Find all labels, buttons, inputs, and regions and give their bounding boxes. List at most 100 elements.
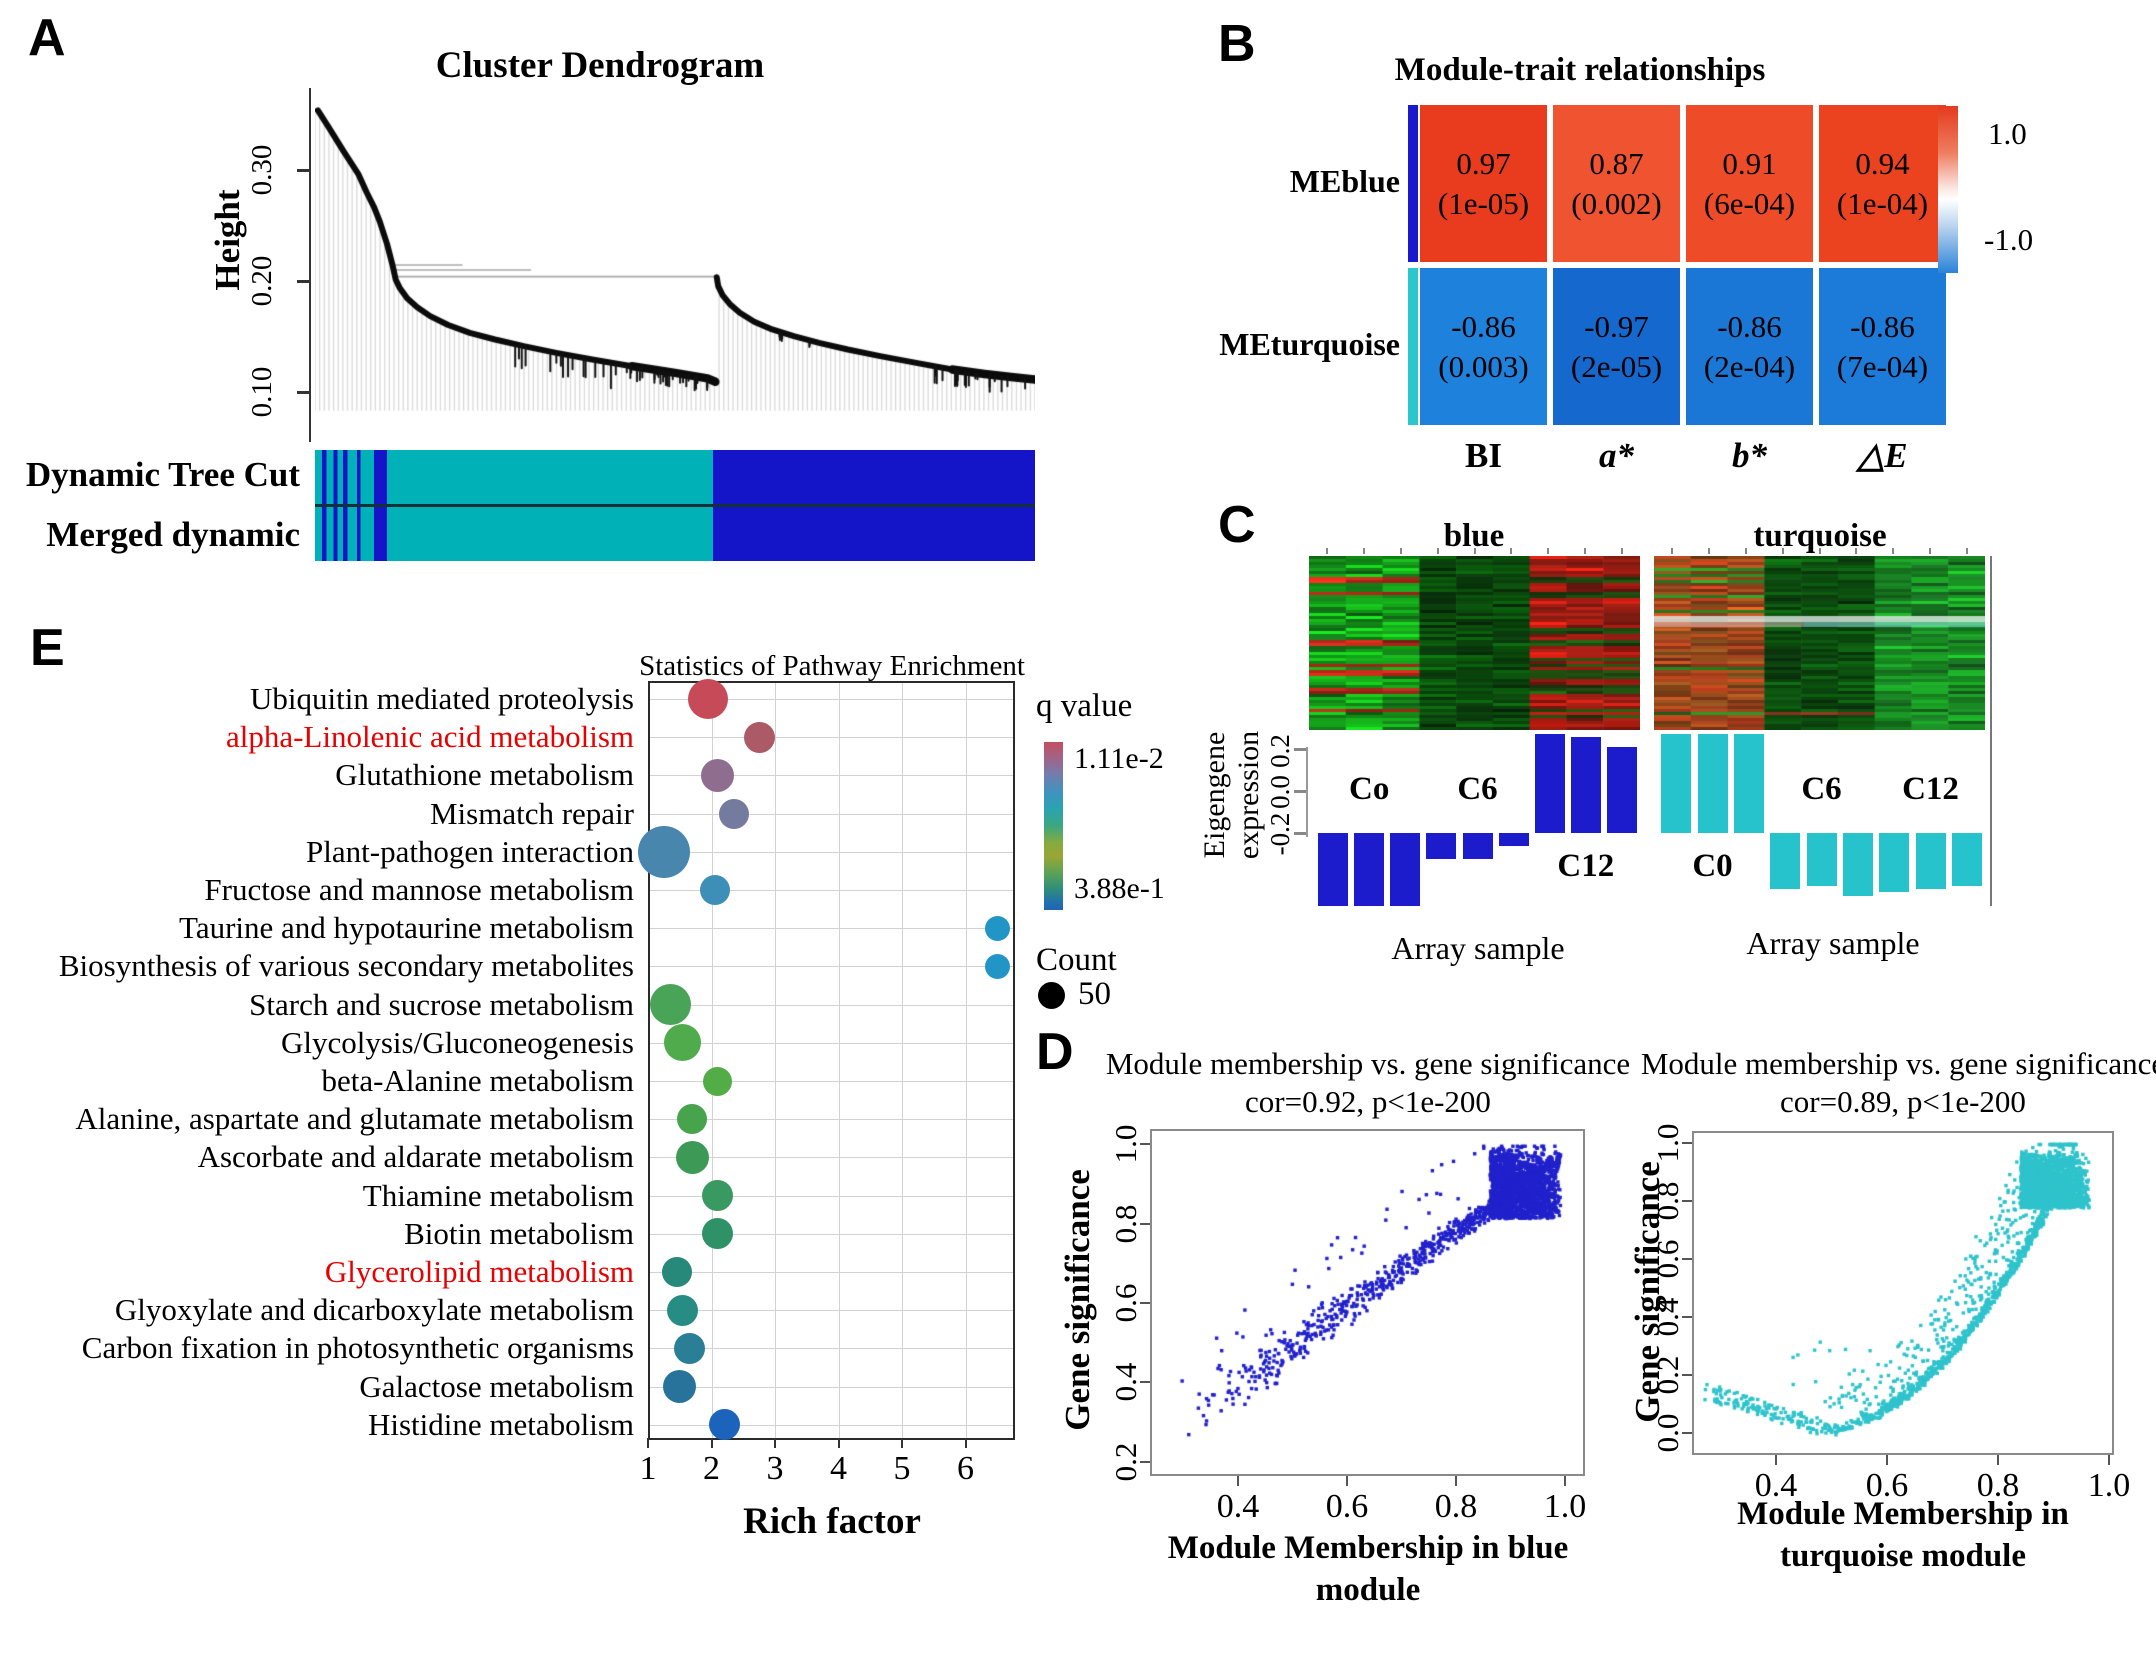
pathway-bubble-18 xyxy=(673,1332,705,1364)
trait-cell-text: 0.87 xyxy=(1589,145,1644,181)
merged-dynamic-colorbar xyxy=(315,507,1035,561)
scatter-blue-canvas xyxy=(1152,1131,1583,1474)
trait-cell-text: (6e-04) xyxy=(1703,185,1796,221)
scatter-turquoise-x-label-2: turquoise module xyxy=(1779,1538,2027,1574)
array-sample-label-turquoise: Array sample xyxy=(1746,925,1920,961)
trait-cell-text: -0.86 xyxy=(1451,308,1516,344)
rich-factor-tick-mark xyxy=(647,1438,649,1448)
trait-cell-text: -0.86 xyxy=(1850,308,1915,344)
heatmap-column-tick xyxy=(1399,548,1402,554)
q-value-max-label: 1.11e-2 xyxy=(1074,742,1164,775)
heatmap-column-tick xyxy=(1744,548,1747,554)
dendrogram-ytick-030: 0.30 xyxy=(245,144,278,196)
x-tick-label: 1.0 xyxy=(2087,1467,2131,1504)
trait-cell: 0.87 (0.002) xyxy=(1553,105,1680,262)
blue-eigengene-bar xyxy=(1390,833,1421,906)
heatmap-column-tick xyxy=(1363,548,1366,554)
turquoise-eigengene-bar xyxy=(1806,833,1837,886)
pathway-label-15: Biotin metabolism xyxy=(404,1215,634,1251)
y-tick-label: 1.0 xyxy=(1650,1123,1685,1163)
rich-factor-tick-label: 1 xyxy=(639,1450,657,1487)
colorbar-divider xyxy=(315,504,1035,507)
blue-eigengene-bar xyxy=(1534,734,1565,833)
dendrogram-title: Cluster Dendrogram xyxy=(435,45,765,86)
pathway-bubble-3 xyxy=(701,758,735,792)
blue-eigengene-bar xyxy=(1462,833,1493,860)
y-tick-mark xyxy=(1140,1461,1150,1463)
y-tick-mark xyxy=(1140,1381,1150,1383)
panel-e-label: E xyxy=(30,619,66,677)
pathway-bubble-12 xyxy=(677,1104,708,1135)
y-tick-label: 0.0 xyxy=(1650,1413,1685,1453)
pathway-label-3: Glutathione metabolism xyxy=(335,757,634,793)
rich-factor-tick-label: 6 xyxy=(957,1450,974,1487)
y-tick-label: 0.6 xyxy=(1108,1283,1143,1323)
turquoise-eigengene-bar xyxy=(1951,833,1982,886)
blue-eigengene-bar xyxy=(1570,737,1601,833)
gridline-vertical xyxy=(902,683,903,1438)
scatter-blue-subtitle: cor=0.92, p<1e-200 xyxy=(1245,1084,1491,1119)
rich-factor-tick-mark xyxy=(964,1438,967,1448)
heatmap-column-tick xyxy=(1892,548,1895,554)
rich-factor-label: Rich factor xyxy=(743,1501,921,1542)
rich-factor-tick-label: 5 xyxy=(893,1450,911,1487)
trait-column-label: b* xyxy=(1732,436,1767,475)
x-tick-label: 0.8 xyxy=(1976,1467,2020,1504)
pathway-label-17: Glyoxylate and dicarboxylate metabolism xyxy=(114,1292,634,1328)
pathway-bubble-4 xyxy=(718,798,749,829)
x-tick-mark xyxy=(1455,1476,1457,1486)
pathway-bubble-15 xyxy=(702,1218,734,1250)
turquoise-expression-heatmap xyxy=(1654,556,1985,730)
correlation-colorbar xyxy=(1938,106,1958,273)
y-tick-mark xyxy=(1682,1258,1692,1260)
trait-cell: 0.97 (1e-05) xyxy=(1420,105,1547,262)
blue-eigengene-bar xyxy=(1498,833,1529,847)
x-tick-label: 0.6 xyxy=(1325,1488,1369,1525)
heatmap-column-tick xyxy=(1928,548,1931,554)
eigengene-tick-mark xyxy=(1294,748,1306,751)
y-tick-mark xyxy=(1682,1374,1692,1376)
rich-factor-tick-label: 2 xyxy=(703,1450,720,1487)
rich-factor-tick-label: 4 xyxy=(830,1450,847,1487)
pathway-bubble-2 xyxy=(743,721,775,753)
x-tick-label: 1.0 xyxy=(1543,1488,1587,1525)
dynamic-tree-cut-label: Dynamic Tree Cut xyxy=(25,455,300,494)
panel-c-label: C xyxy=(1218,496,1257,554)
q-value-legend-title: q value xyxy=(1036,688,1133,724)
scatter-blue-x-label-1: Module Membership in blue xyxy=(1167,1530,1569,1566)
pathway-label-8: Biosynthesis of various secondary metabo… xyxy=(58,948,634,984)
y-tick-mark xyxy=(1682,1200,1692,1202)
pathway-bubble-1 xyxy=(688,679,729,719)
heatmap-column-tick xyxy=(1620,548,1623,554)
trait-cell-text: -0.97 xyxy=(1584,308,1649,344)
pathway-bubble-14 xyxy=(702,1180,734,1212)
gridline-horizontal xyxy=(650,775,1013,777)
dendrogram-ytick-020: 0.20 xyxy=(245,255,278,307)
pathway-bubble-6 xyxy=(699,875,730,905)
q-value-min-label: 3.88e-1 xyxy=(1074,872,1165,905)
y-tick-label: 0.8 xyxy=(1650,1181,1685,1221)
gridline-horizontal xyxy=(650,1119,1013,1121)
pathway-enrichment-title: Statistics of Pathway Enrichment xyxy=(639,650,1025,682)
scatter-blue-title: Module membership vs. gene significance xyxy=(1105,1046,1631,1081)
trait-cell-text: (2e-05) xyxy=(1570,348,1663,384)
dendrogram-ytick-mark xyxy=(297,169,310,172)
dendrogram-ytick-010: 0.10 xyxy=(245,366,278,418)
dendrogram-ytick-mark xyxy=(297,391,310,394)
eigengene-tick-neg02: -0.2 xyxy=(1264,812,1295,856)
y-tick-mark xyxy=(1682,1316,1692,1318)
pathway-bubble-11 xyxy=(703,1066,733,1096)
x-tick-mark xyxy=(1237,1476,1239,1486)
gridline-horizontal xyxy=(650,1272,1013,1273)
trait-column-label: △E xyxy=(1857,436,1908,475)
heatmap-column-tick xyxy=(1436,548,1439,554)
pathway-bubble-10 xyxy=(664,1024,702,1062)
trait-cell-text: (1e-04) xyxy=(1836,185,1929,221)
trait-cell-text: (0.002) xyxy=(1571,185,1662,221)
pathway-label-11: beta-Alanine metabolism xyxy=(321,1063,634,1098)
blue-eigengene-bar xyxy=(1606,747,1637,833)
turquoise-eigengene-bar xyxy=(1915,833,1946,890)
rich-factor-tick-label: 3 xyxy=(766,1450,784,1487)
blue-eigengene-bar xyxy=(1318,833,1349,906)
turquoise-eigengene-bar xyxy=(1733,734,1764,833)
